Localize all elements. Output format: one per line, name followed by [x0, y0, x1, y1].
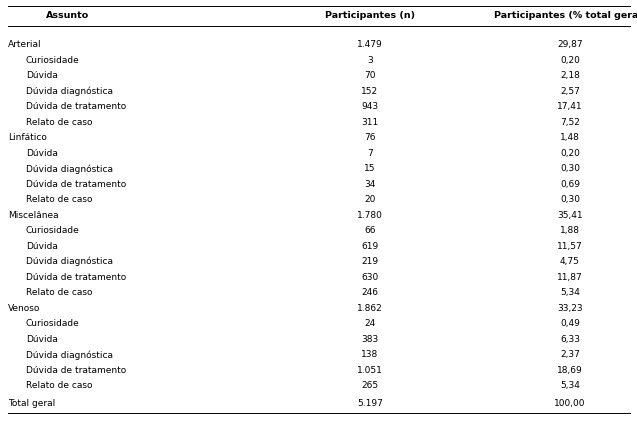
- Text: 24: 24: [364, 319, 376, 328]
- Text: 219: 219: [361, 257, 378, 266]
- Text: Relato de caso: Relato de caso: [26, 118, 92, 127]
- Text: 34: 34: [364, 180, 376, 189]
- Text: 4,75: 4,75: [560, 257, 580, 266]
- Text: 1.051: 1.051: [357, 366, 383, 375]
- Text: Assunto: Assunto: [47, 12, 90, 20]
- Text: 265: 265: [361, 381, 378, 390]
- Text: 76: 76: [364, 133, 376, 142]
- Text: 35,41: 35,41: [557, 211, 583, 220]
- Text: 15: 15: [364, 164, 376, 173]
- Text: Dúvida de tratamento: Dúvida de tratamento: [26, 273, 126, 282]
- Text: Curiosidade: Curiosidade: [26, 56, 80, 65]
- Text: 7: 7: [367, 149, 373, 158]
- Text: 619: 619: [361, 242, 378, 251]
- Text: Curiosidade: Curiosidade: [26, 319, 80, 328]
- Text: 0,49: 0,49: [560, 319, 580, 328]
- Text: 1.780: 1.780: [357, 211, 383, 220]
- Text: Relato de caso: Relato de caso: [26, 288, 92, 297]
- Text: 33,23: 33,23: [557, 304, 583, 313]
- Text: Relato de caso: Relato de caso: [26, 381, 92, 390]
- Text: 11,87: 11,87: [557, 273, 583, 282]
- Text: 0,30: 0,30: [560, 195, 580, 204]
- Text: 5,34: 5,34: [560, 381, 580, 390]
- Text: Participantes (n): Participantes (n): [325, 12, 415, 20]
- Text: Linfático: Linfático: [8, 133, 47, 142]
- Text: 152: 152: [361, 87, 378, 96]
- Text: 100,00: 100,00: [554, 399, 586, 408]
- Text: 6,33: 6,33: [560, 335, 580, 344]
- Text: 311: 311: [361, 118, 378, 127]
- Text: 1.479: 1.479: [357, 40, 383, 49]
- Text: Dúvida de tratamento: Dúvida de tratamento: [26, 180, 126, 189]
- Text: 7,52: 7,52: [560, 118, 580, 127]
- Text: 0,20: 0,20: [560, 149, 580, 158]
- Text: Relato de caso: Relato de caso: [26, 195, 92, 204]
- Text: 18,69: 18,69: [557, 366, 583, 375]
- Text: Arterial: Arterial: [8, 40, 41, 49]
- Text: 70: 70: [364, 71, 376, 80]
- Text: Curiosidade: Curiosidade: [26, 226, 80, 235]
- Text: Participantes (% total geral): Participantes (% total geral): [494, 12, 637, 20]
- Text: Venoso: Venoso: [8, 304, 40, 313]
- Text: 1,48: 1,48: [560, 133, 580, 142]
- Text: Dúvida: Dúvida: [26, 242, 58, 251]
- Text: 66: 66: [364, 226, 376, 235]
- Text: 17,41: 17,41: [557, 102, 583, 111]
- Text: 0,30: 0,30: [560, 164, 580, 173]
- Text: 2,57: 2,57: [560, 87, 580, 96]
- Text: Dúvida: Dúvida: [26, 71, 58, 80]
- Text: 1,88: 1,88: [560, 226, 580, 235]
- Text: Dúvida: Dúvida: [26, 335, 58, 344]
- Text: Miscelânea: Miscelânea: [8, 211, 59, 220]
- Text: 5,34: 5,34: [560, 288, 580, 297]
- Text: Dúvida diagnóstica: Dúvida diagnóstica: [26, 350, 113, 359]
- Text: 943: 943: [361, 102, 378, 111]
- Text: Dúvida diagnóstica: Dúvida diagnóstica: [26, 257, 113, 267]
- Text: 5.197: 5.197: [357, 399, 383, 408]
- Text: Dúvida: Dúvida: [26, 149, 58, 158]
- Text: 1.862: 1.862: [357, 304, 383, 313]
- Text: 138: 138: [361, 350, 378, 359]
- Text: 11,57: 11,57: [557, 242, 583, 251]
- Text: 246: 246: [362, 288, 378, 297]
- Text: 630: 630: [361, 273, 378, 282]
- Text: Dúvida de tratamento: Dúvida de tratamento: [26, 366, 126, 375]
- Text: Dúvida diagnóstica: Dúvida diagnóstica: [26, 86, 113, 96]
- Text: 0,69: 0,69: [560, 180, 580, 189]
- Text: 383: 383: [361, 335, 378, 344]
- Text: 0,20: 0,20: [560, 56, 580, 65]
- Text: Dúvida diagnóstica: Dúvida diagnóstica: [26, 164, 113, 174]
- Text: Total geral: Total geral: [8, 399, 55, 408]
- Text: 3: 3: [367, 56, 373, 65]
- Text: Dúvida de tratamento: Dúvida de tratamento: [26, 102, 126, 111]
- Text: 2,37: 2,37: [560, 350, 580, 359]
- Text: 2,18: 2,18: [560, 71, 580, 80]
- Text: 20: 20: [364, 195, 376, 204]
- Text: 29,87: 29,87: [557, 40, 583, 49]
